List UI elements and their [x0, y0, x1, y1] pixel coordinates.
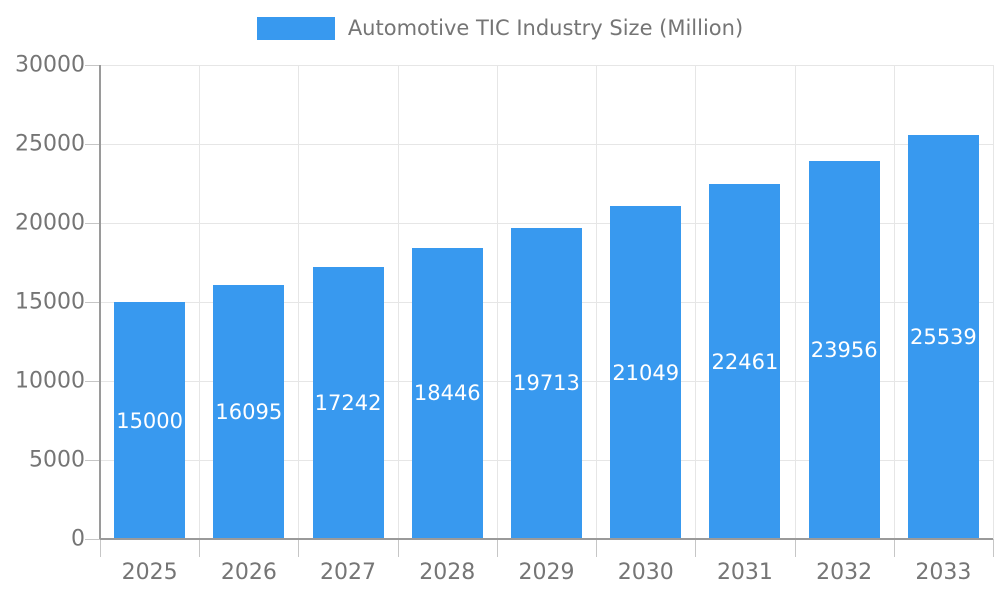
bar[interactable]: 16095: [213, 284, 285, 539]
bar-value-label: 21049: [612, 360, 680, 385]
x-axis-label: 2031: [716, 560, 773, 585]
x-axis-tick: [397, 539, 399, 557]
x-axis-label: 2029: [518, 560, 575, 585]
y-axis-tick: [85, 144, 100, 145]
v-gridline: [893, 65, 895, 539]
x-axis-label: 2025: [121, 560, 178, 585]
bar[interactable]: 18446: [411, 247, 483, 539]
bar[interactable]: 19713: [511, 227, 582, 539]
y-axis-label: 30000: [15, 52, 85, 78]
bar-value-label: 17242: [314, 390, 382, 415]
bar-value-label: 25539: [909, 325, 977, 350]
y-axis-line: [99, 65, 101, 539]
bar[interactable]: 15000: [114, 302, 186, 539]
bar-value-label: 19713: [513, 371, 580, 396]
y-axis-tick: [85, 381, 100, 382]
bar[interactable]: 23956: [808, 160, 880, 539]
bar[interactable]: 17242: [312, 266, 384, 539]
bar-value-label: 15000: [116, 408, 184, 433]
h-gridline: [100, 223, 993, 224]
x-axis-tick: [993, 539, 994, 557]
bar[interactable]: 21049: [610, 206, 682, 539]
x-axis-label: 2027: [320, 560, 377, 585]
v-gridline: [596, 65, 598, 539]
bar-value-label: 16095: [215, 399, 283, 424]
plot-area: 15000 16095 17242 18446 19713 21049 22461 23956…: [85, 65, 994, 557]
y-axis-tick: [85, 539, 100, 540]
v-gridline: [397, 65, 399, 539]
y-axis-tick: [85, 460, 100, 461]
bar-value-label: 23956: [810, 337, 878, 362]
y-axis-tick: [85, 302, 100, 303]
y-axis-labels: 0 5000 10000 15000 20000 25000 30000: [0, 0, 85, 600]
y-axis-label: 20000: [15, 210, 85, 236]
v-gridline: [695, 65, 697, 539]
legend-swatch: [256, 16, 335, 40]
legend[interactable]: Automotive TIC Industry Size (Million): [0, 16, 1000, 40]
v-gridline: [298, 65, 300, 539]
x-axis-tick: [893, 539, 895, 557]
bar[interactable]: 22461: [709, 184, 781, 539]
y-axis-tick: [85, 223, 100, 224]
v-gridline: [199, 65, 201, 539]
x-axis-tick: [199, 539, 201, 557]
bar-value-label: 18446: [413, 381, 481, 406]
x-axis-tick: [298, 539, 300, 557]
x-axis-label: 2028: [419, 560, 476, 585]
x-axis-label: 2033: [915, 560, 972, 585]
v-gridline: [993, 65, 994, 539]
y-axis-label: 15000: [15, 289, 85, 315]
y-axis-label: 0: [71, 526, 85, 552]
y-axis-label: 25000: [15, 131, 85, 157]
h-gridline: [100, 144, 993, 145]
x-axis-tick: [596, 539, 598, 557]
x-axis-tick: [695, 539, 697, 557]
x-axis-line: [100, 538, 993, 540]
v-gridline: [496, 65, 498, 539]
bar[interactable]: 25539: [907, 135, 979, 539]
legend-label: Automotive TIC Industry Size (Million): [347, 16, 744, 40]
x-axis-label: 2030: [617, 560, 674, 585]
y-axis-tick: [85, 65, 100, 66]
h-gridline: [100, 65, 993, 66]
x-axis-tick: [496, 539, 498, 557]
bar-value-label: 22461: [711, 349, 779, 374]
y-axis-label: 10000: [15, 368, 85, 394]
v-gridline: [794, 65, 796, 539]
x-axis-label: 2032: [816, 560, 873, 585]
x-axis-label: 2026: [220, 560, 277, 585]
y-axis-label: 5000: [29, 447, 85, 473]
x-axis-tick: [794, 539, 796, 557]
x-axis-tick: [100, 539, 101, 557]
